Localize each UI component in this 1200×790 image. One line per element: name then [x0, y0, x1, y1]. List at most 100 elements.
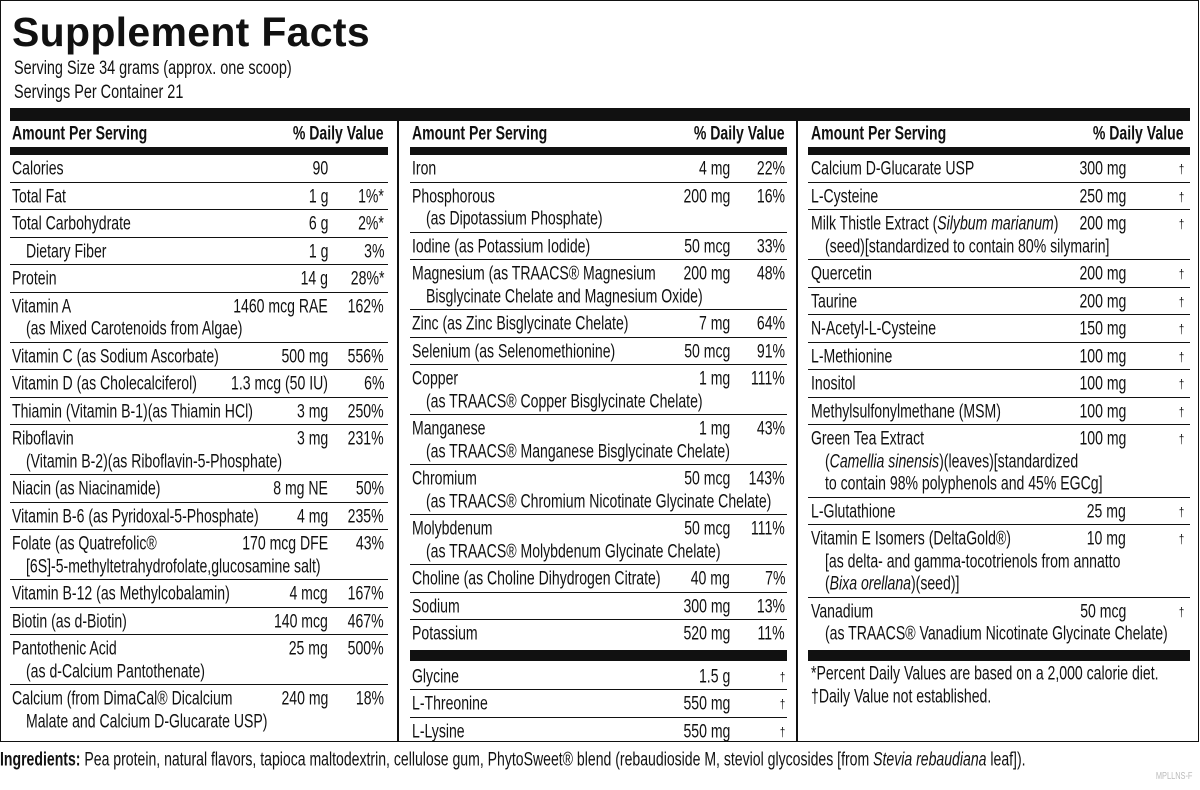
amount: 300 mg [1079, 158, 1126, 180]
row-separator [410, 259, 787, 260]
row-separator [808, 524, 1190, 525]
row-separator [10, 684, 388, 685]
daily-value: † [1178, 604, 1184, 619]
daily-value: † [1178, 321, 1184, 337]
row-separator [410, 619, 787, 620]
nutrient-name: [6S]-5-methyltetrahydrofolate,glucosamin… [26, 556, 321, 577]
row-separator [808, 496, 1190, 498]
daily-value: † [779, 724, 785, 739]
daily-value: † [1178, 531, 1184, 547]
amount: 8 mg NE [273, 478, 328, 500]
nutrient-name: Quercetin [811, 263, 872, 285]
nutrient-name: (Bixa orellana)(seed)] [825, 575, 959, 594]
nutrient-name: (as TRAACS® Chromium Nicotinate Glycinat… [426, 491, 772, 512]
column-divider [796, 121, 798, 741]
nutrient-name: Taurine [811, 291, 858, 312]
row-separator [10, 529, 388, 530]
text-segment: Camellia sinensis [829, 451, 940, 472]
row-separator [10, 474, 388, 475]
dv-header: % Daily Value [1093, 123, 1184, 145]
nutrient-name: Choline (as Choline Dihydrogen Citrate) [412, 568, 661, 590]
row-separator [410, 414, 787, 415]
nutrient-name: Pantothenic Acid [12, 638, 117, 660]
nutrient-name: Niacin (as Niacinamide) [12, 478, 161, 500]
header-bar [808, 147, 1190, 155]
amount: 520 mg [683, 623, 730, 645]
row-separator [808, 596, 1190, 598]
nutrient-name: L-Glutathione [811, 501, 896, 522]
amount: 550 mg [683, 721, 730, 742]
row-separator [410, 364, 787, 365]
nutrient-name: (as TRAACS® Vanadium Nicotinate Glycinat… [825, 623, 1168, 645]
amount: 100 mg [1079, 373, 1126, 395]
amount: 40 mg [690, 568, 730, 590]
nutrient-name: Green Tea Extract [811, 428, 925, 450]
amount: 250 mg [1079, 186, 1126, 207]
row-separator [10, 369, 388, 370]
nutrient-name: Total Fat [12, 186, 66, 207]
dv-header: % Daily Value [694, 123, 785, 145]
nutrient-name: Calories [12, 158, 64, 180]
daily-value: † [1178, 404, 1184, 419]
nutrient-name: Glycine [412, 666, 459, 687]
daily-value: 18% [355, 688, 384, 710]
daily-value: † [1178, 504, 1184, 519]
daily-value: 16% [756, 186, 785, 207]
text-segment: Stevia rebaudiana [873, 749, 987, 771]
nutrient-name: Dietary Fiber [26, 241, 107, 262]
nutrient-name: (as TRAACS® Copper Bisglycinate Chelate) [426, 391, 703, 412]
amount: 6 g [308, 213, 328, 235]
nutrient-name: L-Threonine [412, 693, 488, 715]
text-segment: Bixa orellana [829, 573, 911, 595]
column-divider [397, 121, 399, 741]
nutrient-name: Riboflavin [12, 428, 74, 450]
nutrient-name: L-Cysteine [811, 186, 879, 207]
nutrient-name: Malate and Calcium D-Glucarate USP) [26, 711, 268, 732]
nutrient-name: Vitamin C (as Sodium Ascorbate) [12, 346, 219, 367]
footnote-bar [808, 649, 1190, 661]
nutrient-name: Vanadium [811, 601, 874, 622]
nutrient-name: Iodine (as Potassium Iodide) [412, 236, 591, 257]
row-separator [10, 236, 388, 238]
top-bar [10, 108, 1190, 121]
amount: 3 mg [296, 401, 328, 422]
nutrient-name: Vitamin B-6 (as Pyridoxal-5-Phosphate) [12, 506, 259, 527]
nutrient-name: Vitamin B-12 (as Methylcobalamin) [12, 583, 230, 605]
text-segment: ( [825, 451, 830, 472]
nutrient-name: Methylsulfonylmethane (MSM) [811, 401, 1001, 422]
amount: 1460 mcg RAE [233, 296, 328, 317]
nutrient-name: (Vitamin B-2)(as Riboflavin-5-Phosphate) [26, 451, 283, 472]
daily-value: 11% [757, 623, 785, 645]
daily-value: 500% [348, 638, 384, 660]
text-segment: )(leaves)[standardized [939, 451, 1079, 472]
amount: 4 mg [698, 158, 730, 180]
amount: 500 mg [281, 346, 328, 367]
text-segment: Milk Thistle Extract ( [811, 213, 938, 235]
nutrient-name: [as delta- and gamma-tocotrienols from a… [825, 551, 1121, 572]
row-separator [410, 336, 787, 338]
row-separator [410, 716, 787, 718]
nutrient-name: (as TRAACS® Molybdenum Glycinate Chelate… [426, 541, 721, 562]
daily-value: 22% [756, 158, 785, 180]
row-separator [10, 606, 388, 608]
amount: 25 mg [1086, 501, 1126, 522]
row-separator [410, 464, 787, 465]
nutrient-name: Vitamin A [12, 296, 72, 317]
row-separator [10, 424, 388, 425]
daily-value: 50% [355, 478, 384, 500]
daily-value: 111% [751, 518, 785, 540]
row-separator [10, 501, 388, 503]
amount: 10 mg [1086, 528, 1126, 550]
amount: 50 mcg [683, 236, 730, 257]
nutrient-name: Selenium (as Selenomethionine) [412, 341, 616, 362]
servings-per-container: Servings Per Container 21 [14, 82, 184, 103]
nutrient-name: (as d-Calcium Pantothenate) [26, 661, 205, 682]
amount: 50 mcg [683, 518, 730, 540]
daily-value: 64% [756, 313, 785, 335]
row-separator [808, 259, 1190, 260]
row-separator [410, 564, 787, 565]
row-separator [808, 341, 1190, 343]
row-separator [410, 231, 787, 233]
daily-value: 235% [348, 506, 384, 527]
